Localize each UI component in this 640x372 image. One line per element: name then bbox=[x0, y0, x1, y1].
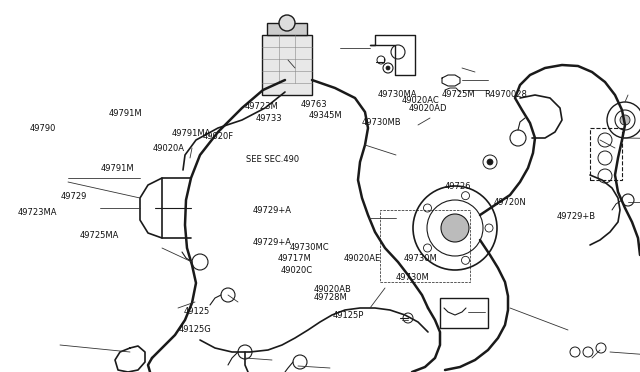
Text: 49020AE: 49020AE bbox=[344, 254, 381, 263]
Text: 49728M: 49728M bbox=[314, 293, 348, 302]
Text: 49345M: 49345M bbox=[309, 111, 343, 120]
Text: 49729+A: 49729+A bbox=[252, 206, 291, 215]
Circle shape bbox=[386, 66, 390, 70]
Text: 49720N: 49720N bbox=[494, 198, 527, 207]
Text: 49729: 49729 bbox=[61, 192, 87, 201]
Text: 49726: 49726 bbox=[444, 182, 470, 191]
Text: 49730M: 49730M bbox=[403, 254, 437, 263]
Text: 49717M: 49717M bbox=[278, 254, 312, 263]
Circle shape bbox=[441, 214, 469, 242]
Circle shape bbox=[424, 244, 431, 252]
Bar bbox=[380, 210, 470, 282]
Text: 49725M: 49725M bbox=[442, 90, 476, 99]
Text: 49733: 49733 bbox=[256, 114, 283, 123]
Bar bbox=[590, 128, 622, 180]
Circle shape bbox=[461, 256, 470, 264]
Text: 49791M: 49791M bbox=[109, 109, 143, 118]
Text: 49763: 49763 bbox=[301, 100, 328, 109]
Text: 49723MA: 49723MA bbox=[17, 208, 57, 217]
Text: 49020C: 49020C bbox=[280, 266, 312, 275]
Circle shape bbox=[424, 204, 431, 212]
Text: 49125: 49125 bbox=[184, 307, 210, 316]
Text: 49791M: 49791M bbox=[101, 164, 135, 173]
Text: 49730M: 49730M bbox=[396, 273, 429, 282]
Circle shape bbox=[620, 115, 630, 125]
Text: 49020A: 49020A bbox=[153, 144, 185, 153]
Text: R4970028: R4970028 bbox=[484, 90, 527, 99]
Text: 49729+A: 49729+A bbox=[252, 238, 291, 247]
Text: 49730MB: 49730MB bbox=[362, 118, 401, 127]
Text: 49730MC: 49730MC bbox=[290, 243, 330, 252]
Text: 49020AB: 49020AB bbox=[314, 285, 351, 294]
Text: 49725MA: 49725MA bbox=[79, 231, 119, 240]
Text: 49125P: 49125P bbox=[333, 311, 364, 320]
Text: 49723M: 49723M bbox=[245, 102, 279, 110]
Circle shape bbox=[487, 159, 493, 165]
Text: 49791MA: 49791MA bbox=[172, 129, 211, 138]
Bar bbox=[440, 298, 488, 328]
Text: 49020AC: 49020AC bbox=[402, 96, 440, 105]
Text: 49730MA: 49730MA bbox=[378, 90, 417, 99]
Circle shape bbox=[485, 224, 493, 232]
Bar bbox=[262, 35, 312, 95]
Text: 49729+B: 49729+B bbox=[557, 212, 596, 221]
Circle shape bbox=[279, 15, 295, 31]
Circle shape bbox=[461, 192, 470, 200]
Text: 49790: 49790 bbox=[29, 124, 56, 133]
Bar bbox=[267, 23, 307, 35]
Text: SEE SEC.490: SEE SEC.490 bbox=[246, 155, 299, 164]
Text: 49125G: 49125G bbox=[179, 325, 211, 334]
Text: 49020AD: 49020AD bbox=[408, 104, 447, 113]
Text: 49020F: 49020F bbox=[203, 132, 234, 141]
